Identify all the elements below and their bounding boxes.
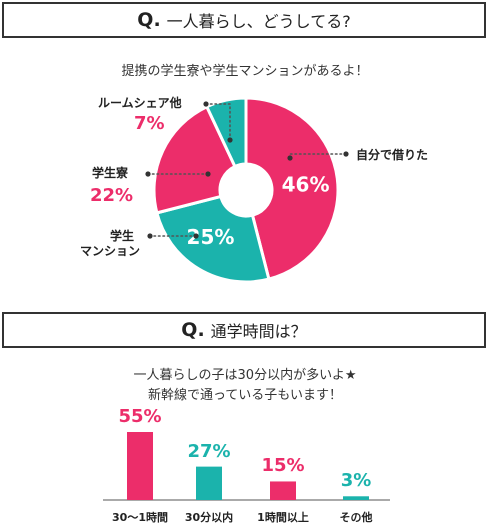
leader-rent-end-dot [343, 151, 349, 157]
slice-roomshare [204, 96, 248, 169]
label-mansion-line1: 学生 [110, 229, 135, 243]
q-mark: Q. [137, 9, 161, 31]
pct-dorm: 22% [90, 185, 134, 206]
label-roomshare: ルームシェア他 [98, 96, 182, 110]
question-1-subtitle: 提携の学生寮や学生マンションがあるよ！ [121, 64, 369, 79]
question-2-title: 通学時間は？ [210, 322, 307, 341]
leader-dorm-end-dot [145, 171, 151, 177]
question-1-title: 一人暮らし、どうしてる? [166, 12, 351, 31]
question-1-header: Q. 一人暮らし、どうしてる? [2, 2, 486, 38]
bar-category-label: 1時間以上 [257, 511, 309, 524]
leader-rent-start-dot [287, 155, 293, 161]
leader-mansion-start-dot [193, 233, 199, 239]
bar-category-label: 30〜1時間 [112, 511, 168, 524]
pct-rent: 46% [282, 172, 330, 196]
slice-rent [244, 96, 340, 281]
bar-3 [343, 496, 369, 500]
label-dorm: 学生寮 [92, 166, 129, 180]
question-2-subtitle-line1: 一人暮らしの子は30分以内が多いよ★ [133, 368, 357, 383]
bar-category-label: その他 [339, 511, 373, 524]
bar-value-label: 15% [261, 455, 305, 477]
leader-dorm-start-dot [205, 171, 211, 177]
slice-dorm [152, 104, 237, 215]
pct-roomshare: 7% [134, 113, 165, 134]
leader-roomshare-end-dot [203, 101, 209, 107]
q-mark: Q. [181, 319, 205, 341]
bar-value-label: 55% [118, 406, 162, 427]
bar-1 [196, 466, 222, 500]
bar-value-label: 27% [187, 440, 231, 462]
slice-mansion [155, 194, 271, 284]
bar-0 [127, 432, 153, 500]
label-mansion-line2: マンション [80, 244, 141, 258]
pie-chart: 46%25% [145, 96, 349, 284]
bar-category-label: 30分以内 [184, 511, 234, 524]
leader-roomshare-start-dot [227, 137, 233, 143]
question-2-subtitle-line2: 新幹線で通っている子もいます！ [147, 388, 343, 403]
bar-2 [270, 481, 296, 500]
bar-value-label: 3% [340, 470, 372, 492]
leader-mansion-end-dot [147, 233, 153, 239]
question-2-header: Q. 通学時間は？ [2, 312, 486, 348]
label-rent: 自分で借りた [356, 148, 429, 162]
leader-roomshare [205, 103, 231, 141]
